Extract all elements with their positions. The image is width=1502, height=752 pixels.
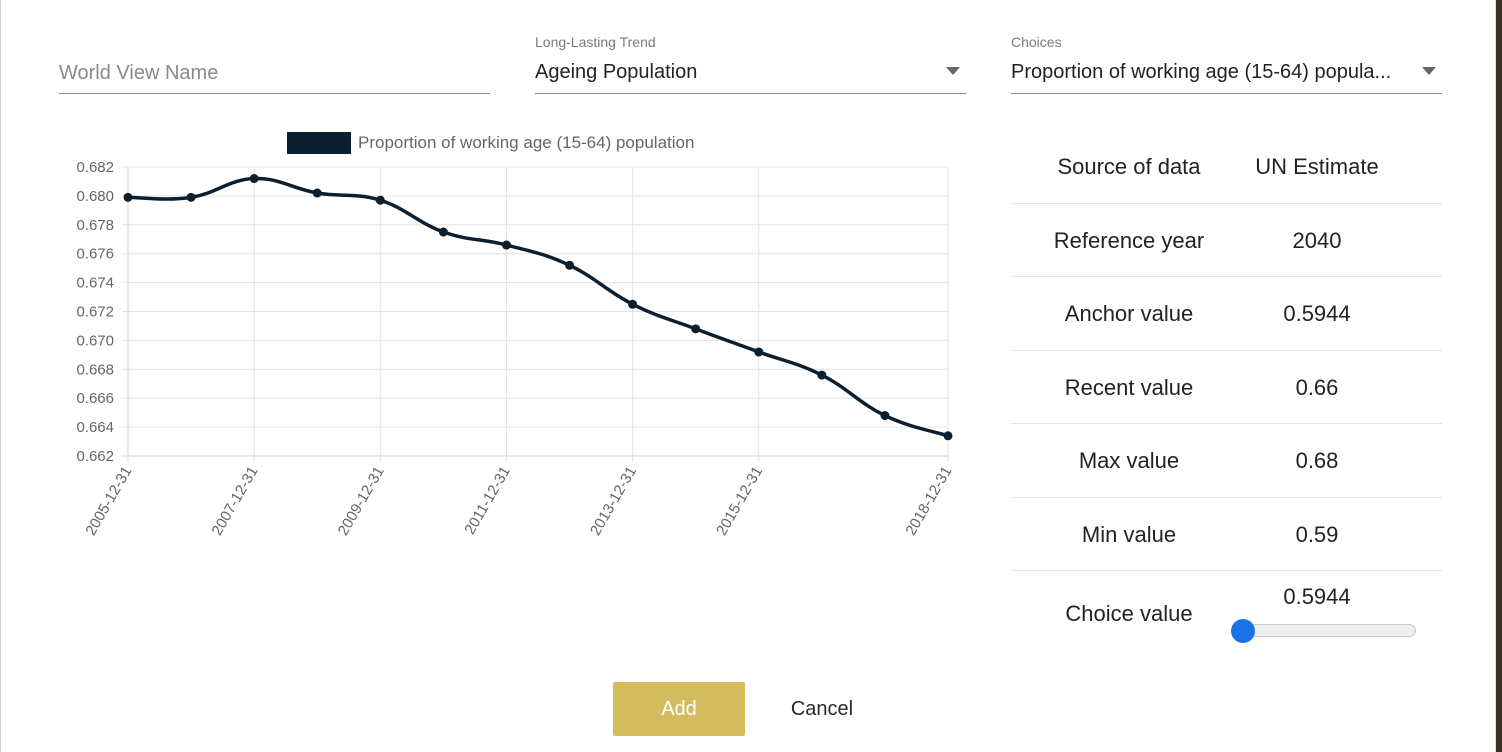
trend-value: Ageing Population bbox=[535, 61, 698, 83]
legend-swatch bbox=[287, 132, 351, 154]
y-tick-label: 0.670 bbox=[76, 332, 114, 349]
chevron-down-icon[interactable] bbox=[1422, 67, 1436, 75]
info-key: Source of data bbox=[1057, 154, 1201, 179]
y-tick-label: 0.676 bbox=[76, 246, 114, 263]
data-point bbox=[943, 431, 953, 441]
y-tick-label: 0.666 bbox=[76, 390, 114, 407]
y-tick-label: 0.674 bbox=[76, 275, 114, 292]
y-tick-label: 0.664 bbox=[76, 419, 114, 436]
data-point bbox=[628, 299, 638, 309]
choices-label: Choices bbox=[1011, 34, 1062, 50]
choices-underline bbox=[1011, 93, 1442, 94]
y-tick-label: 0.682 bbox=[76, 159, 114, 176]
world-view-name-field[interactable] bbox=[59, 28, 490, 94]
data-point bbox=[123, 192, 133, 202]
choices-select[interactable]: Choices Proportion of working age (15-64… bbox=[1011, 28, 1442, 94]
trend-label: Long-Lasting Trend bbox=[535, 34, 656, 50]
info-value: 2040 bbox=[1292, 227, 1342, 253]
info-key: Recent value bbox=[1064, 374, 1194, 400]
y-tick-label: 0.680 bbox=[76, 188, 114, 205]
info-row-max-value: Max value 0.68 bbox=[1011, 424, 1442, 498]
data-point bbox=[249, 174, 259, 184]
chevron-down-icon[interactable] bbox=[946, 67, 960, 75]
x-tick-label: 2007-12-31 bbox=[209, 464, 262, 539]
info-row-reference-year: Reference year 2040 bbox=[1011, 204, 1442, 277]
info-value: 0.59 bbox=[1295, 521, 1339, 547]
x-tick-label: 2015-12-31 bbox=[713, 464, 766, 539]
world-view-name-underline bbox=[59, 93, 490, 94]
info-key: Min value bbox=[1081, 521, 1177, 547]
choice-slider-track[interactable] bbox=[1234, 624, 1416, 637]
add-button[interactable]: Add bbox=[613, 682, 745, 736]
info-key: Reference year bbox=[1053, 227, 1205, 253]
info-row-choice-value: Choice value 0.5944 bbox=[1011, 571, 1442, 661]
data-point bbox=[565, 260, 575, 270]
cancel-button[interactable]: Cancel bbox=[770, 682, 874, 736]
y-tick-label: 0.662 bbox=[76, 448, 114, 465]
choice-key: Choice value bbox=[1065, 601, 1193, 626]
y-tick-label: 0.672 bbox=[76, 304, 114, 321]
trend-select[interactable]: Long-Lasting Trend Ageing Population bbox=[535, 28, 966, 94]
data-point bbox=[312, 188, 322, 198]
legend-label: Proportion of working age (15-64) popula… bbox=[358, 133, 694, 152]
data-point bbox=[880, 411, 890, 421]
info-value: 0.68 bbox=[1295, 448, 1339, 473]
info-key: Anchor value bbox=[1064, 301, 1194, 326]
world-view-name-input[interactable] bbox=[59, 58, 490, 88]
x-tick-label: 2005-12-31 bbox=[82, 464, 135, 539]
info-row-recent-value: Recent value 0.66 bbox=[1011, 351, 1442, 424]
info-row-source: Source of data UN Estimate bbox=[1011, 130, 1442, 204]
window-border bbox=[1496, 0, 1502, 752]
info-row-anchor-value: Anchor value 0.5944 bbox=[1011, 277, 1442, 351]
info-table: Source of data UN Estimate Reference yea… bbox=[1011, 130, 1442, 661]
dialog-right-edge bbox=[1495, 0, 1496, 752]
data-point bbox=[438, 227, 448, 237]
data-point bbox=[186, 192, 196, 202]
info-value: UN Estimate bbox=[1255, 154, 1379, 179]
choice-value: 0.5944 bbox=[1283, 584, 1351, 609]
trend-underline bbox=[535, 93, 966, 94]
choice-slider-thumb[interactable] bbox=[1230, 619, 1255, 643]
choices-value: Proportion of working age (15-64) popula… bbox=[1011, 61, 1392, 83]
info-value: 0.66 bbox=[1295, 374, 1339, 400]
dialog-left-edge bbox=[0, 0, 1, 752]
data-point bbox=[375, 195, 385, 205]
data-point bbox=[817, 370, 827, 380]
data-point bbox=[691, 324, 701, 334]
y-tick-label: 0.678 bbox=[76, 217, 114, 234]
x-tick-label: 2011-12-31 bbox=[461, 464, 514, 538]
line-chart: 0.682 0.680 0.678 0.676 0.674 0.672 0.670 0.668… bbox=[76, 132, 955, 539]
series-line bbox=[127, 176, 949, 438]
x-tick-label: 2009-12-31 bbox=[335, 464, 388, 539]
info-value: 0.5944 bbox=[1283, 301, 1351, 326]
info-row-min-value: Min value 0.59 bbox=[1011, 498, 1442, 571]
data-point bbox=[501, 240, 511, 250]
info-key: Max value bbox=[1078, 448, 1180, 473]
data-point bbox=[754, 347, 764, 357]
x-tick-label: 2013-12-31 bbox=[587, 464, 640, 539]
x-tick-label: 2018-12-31 bbox=[902, 464, 955, 539]
y-tick-label: 0.668 bbox=[76, 361, 114, 378]
